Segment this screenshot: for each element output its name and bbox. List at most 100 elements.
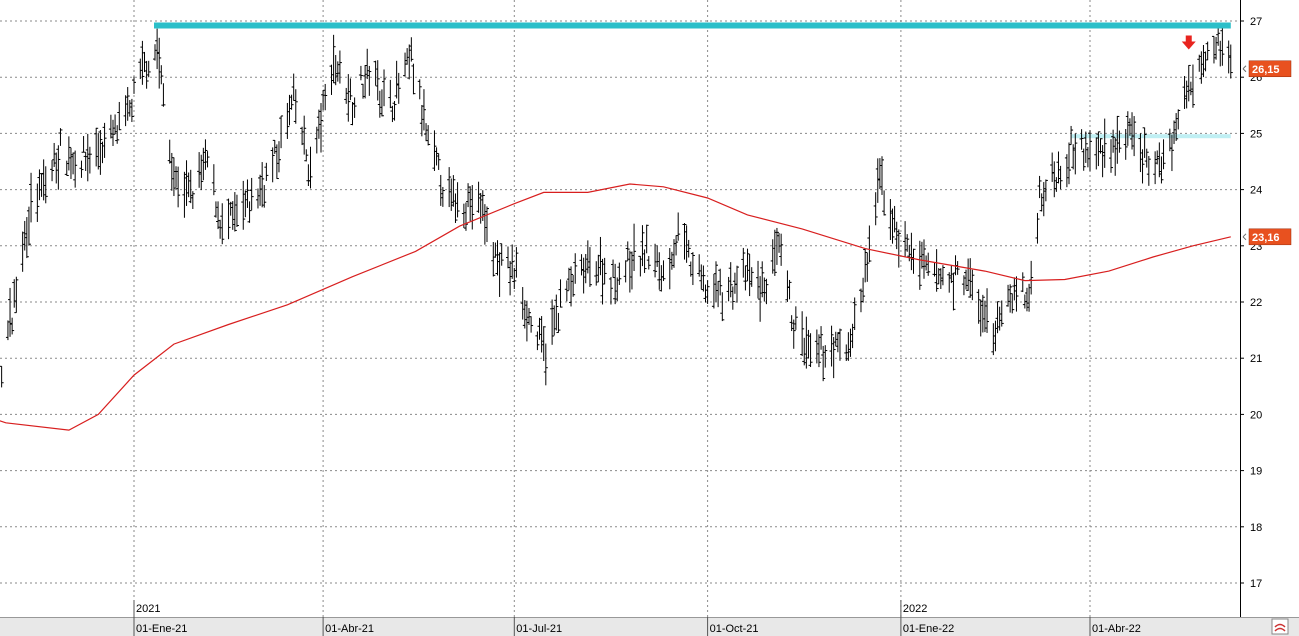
price-bar — [199, 154, 204, 191]
price-bar — [846, 332, 851, 361]
price-bar — [711, 273, 716, 309]
price-bar — [543, 343, 548, 386]
price-bar — [596, 254, 601, 283]
price-bar — [138, 58, 143, 80]
price-bar — [440, 186, 445, 207]
price-bar — [955, 261, 960, 275]
price-bar — [417, 79, 422, 100]
price-bar — [379, 89, 384, 117]
price-bar — [1052, 161, 1057, 198]
price-bar — [1098, 138, 1103, 154]
price-bar — [1205, 41, 1210, 61]
corner-icon[interactable] — [1271, 618, 1289, 635]
price-bar — [892, 205, 897, 233]
price-bar — [894, 221, 899, 250]
price-bar — [732, 272, 737, 294]
price-bar — [741, 247, 746, 278]
price-bar — [819, 326, 824, 350]
price-bar — [1058, 165, 1063, 190]
horizontal-levels — [154, 22, 1231, 139]
price-bar — [1079, 129, 1084, 150]
price-bar — [541, 326, 546, 362]
price-bar — [1102, 118, 1107, 168]
price-bar — [774, 227, 779, 265]
price-bar — [1176, 109, 1181, 130]
y-tick-label: 25 — [1250, 128, 1262, 140]
price-bar — [1029, 260, 1034, 295]
price-bar — [270, 147, 275, 183]
price-bar — [241, 180, 246, 230]
price-bars — [0, 28, 1233, 388]
price-bar — [258, 174, 263, 206]
price-bar — [1220, 28, 1225, 66]
price-bar — [1140, 149, 1145, 184]
price-bar — [1056, 151, 1061, 184]
price-bar — [573, 253, 578, 284]
price-bar — [520, 287, 525, 320]
price-bar — [243, 190, 248, 218]
price-bar — [537, 317, 542, 340]
price-bar — [388, 79, 393, 109]
price-bar — [98, 129, 103, 175]
price-bar — [581, 257, 586, 294]
price-bar — [924, 255, 929, 271]
price-bar — [529, 316, 534, 333]
price-bar — [1214, 36, 1219, 60]
price-bar — [623, 260, 628, 283]
price-bar — [684, 225, 689, 263]
price-bar — [873, 192, 878, 226]
price-bar — [1218, 40, 1223, 67]
price-bar — [770, 239, 775, 274]
price-bar — [510, 244, 515, 279]
price-bar — [396, 72, 401, 104]
price-bar — [867, 225, 872, 263]
price-bar — [1142, 127, 1147, 158]
price-bar — [1228, 44, 1233, 79]
price-bar — [260, 162, 265, 208]
price-bar — [617, 262, 622, 285]
price-bar — [703, 284, 708, 303]
price-bar — [285, 102, 290, 139]
year-label: 2021 — [136, 603, 160, 615]
price-bar — [980, 294, 985, 333]
price-bar — [329, 64, 334, 95]
price-bar — [1117, 130, 1122, 153]
price-bar — [421, 89, 426, 131]
price-bar — [997, 306, 1002, 331]
price-bar — [1190, 64, 1195, 108]
price-bar — [875, 158, 880, 203]
price-bar — [1159, 156, 1164, 184]
price-bar — [234, 194, 239, 227]
price-bar — [644, 224, 649, 254]
price-bar — [375, 60, 380, 101]
price-bar — [556, 312, 561, 334]
price-bar — [352, 97, 357, 118]
price-bar — [314, 126, 319, 154]
price-bar — [716, 280, 721, 308]
price-bar — [493, 242, 498, 258]
price-bar — [0, 365, 4, 388]
y-tick-label: 18 — [1250, 522, 1262, 534]
price-bar — [1216, 28, 1221, 46]
price-bar — [1226, 40, 1231, 74]
price-bar — [176, 166, 181, 208]
price-bar — [659, 265, 664, 292]
price-bar — [1094, 137, 1099, 170]
price-bar — [87, 146, 92, 174]
price-bar — [777, 232, 782, 253]
price-bar — [26, 206, 31, 246]
price-bar — [1073, 133, 1078, 175]
price-bar — [232, 192, 237, 232]
price-bar — [976, 289, 981, 324]
price-bar — [226, 198, 231, 240]
price-bar — [535, 331, 540, 351]
price-bar — [12, 279, 17, 308]
price-bar — [169, 152, 174, 191]
price-bar — [785, 270, 790, 302]
price-bar — [1041, 182, 1046, 217]
price-bar — [482, 204, 487, 245]
price-bar — [83, 152, 88, 171]
price-bar — [539, 316, 544, 353]
price-bar — [361, 83, 366, 99]
